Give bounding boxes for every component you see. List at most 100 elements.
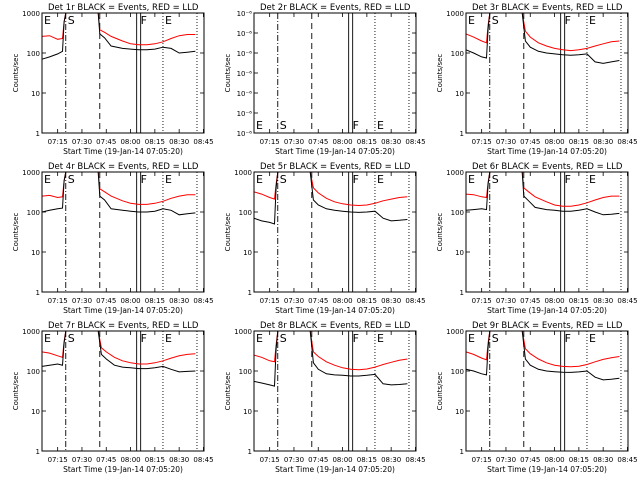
marker-label: E xyxy=(589,173,596,186)
x-tick-label: 07:30 xyxy=(284,138,304,146)
y-axis-label: Counts/sec xyxy=(436,372,444,411)
x-tick-label: 07:30 xyxy=(496,138,516,146)
y-tick-label: 1 xyxy=(36,130,40,138)
x-tick-label: 07:45 xyxy=(96,297,116,305)
y-tick-label: 10⁻⁶ xyxy=(237,30,253,38)
marker-label: E xyxy=(377,173,384,186)
plot-frame xyxy=(253,330,417,452)
series-line xyxy=(253,330,408,371)
x-tick-label: 08:15 xyxy=(145,297,165,305)
y-tick-label: 1 xyxy=(248,289,252,297)
x-tick-label: 07:15 xyxy=(48,138,68,146)
marker-label: E xyxy=(165,14,172,27)
marker-label: E xyxy=(377,119,384,132)
x-tick-label: 08:30 xyxy=(381,138,401,146)
x-tick-label: 08:45 xyxy=(617,456,637,464)
y-tick-label: 1000 xyxy=(446,169,464,177)
y-tick-label: 100 xyxy=(27,50,40,58)
series-line xyxy=(253,171,408,207)
x-tick-label: 07:15 xyxy=(472,456,492,464)
y-tick-label: 1 xyxy=(460,448,464,456)
plot-frame xyxy=(465,12,629,134)
plot-frame xyxy=(41,330,205,452)
series-line xyxy=(465,12,620,64)
x-tick-label: 07:45 xyxy=(308,297,328,305)
chart-panel: Det 3r BLACK = Events, RED = LLD Counts/s… xyxy=(436,3,638,156)
marker-label: F xyxy=(353,173,359,186)
x-tick-label: 08:30 xyxy=(593,138,613,146)
y-tick-label: 1 xyxy=(460,130,464,138)
y-tick-label: 1000 xyxy=(446,328,464,336)
marker-label: E xyxy=(256,332,263,345)
x-tick-label: 08:30 xyxy=(169,456,189,464)
y-tick-label: 100 xyxy=(27,209,40,217)
plot-frame xyxy=(465,171,629,293)
y-axis-label: Counts/sec xyxy=(436,54,444,93)
chart-title: Det 1r BLACK = Events, RED = LLD xyxy=(48,3,199,13)
series-line xyxy=(465,171,620,216)
marker-label: E xyxy=(468,173,475,186)
x-tick-label: 07:30 xyxy=(284,456,304,464)
marker-label: E xyxy=(44,14,51,27)
y-axis-label: Counts/sec xyxy=(436,213,444,252)
x-tick-label: 08:45 xyxy=(405,297,425,305)
marker-label: E xyxy=(377,332,384,345)
plot-frame xyxy=(41,171,205,293)
marker-label: S xyxy=(280,119,287,132)
y-tick-label: 100 xyxy=(239,209,252,217)
marker-label: S xyxy=(280,332,287,345)
chart-title: Det 4r BLACK = Events, RED = LLD xyxy=(48,162,199,172)
marker-label: F xyxy=(141,173,147,186)
y-tick-label: 1000 xyxy=(234,328,252,336)
marker-label: F xyxy=(565,332,571,345)
y-tick-label: 10 xyxy=(455,249,464,257)
x-tick-label: 08:15 xyxy=(145,456,165,464)
x-tick-label: 07:15 xyxy=(260,297,280,305)
chart-panel: Det 5r BLACK = Events, RED = LLD Counts/s… xyxy=(224,162,426,315)
y-tick-label: 10 xyxy=(31,408,40,416)
marker-label: E xyxy=(589,14,596,27)
y-tick-label: 10 xyxy=(455,408,464,416)
x-tick-label: 07:15 xyxy=(260,456,280,464)
y-tick-label: 10⁻⁶ xyxy=(237,90,253,98)
x-tick-label: 07:45 xyxy=(308,456,328,464)
x-tick-label: 07:30 xyxy=(284,297,304,305)
x-tick-label: 08:30 xyxy=(169,297,189,305)
marker-label: S xyxy=(492,14,499,27)
x-axis-label: Start Time (19-Jan-14 07:05:20) xyxy=(487,306,607,315)
marker-label: S xyxy=(280,173,287,186)
y-tick-label: 10 xyxy=(243,249,252,257)
x-tick-label: 08:00 xyxy=(544,138,564,146)
marker-label: S xyxy=(492,332,499,345)
marker-label: F xyxy=(141,14,147,27)
chart-panel: Det 8r BLACK = Events, RED = LLD Counts/s… xyxy=(224,321,426,474)
y-axis-label: Counts/sec xyxy=(224,213,232,252)
chart-title: Det 8r BLACK = Events, RED = LLD xyxy=(260,321,411,331)
x-tick-label: 08:30 xyxy=(381,297,401,305)
marker-label: F xyxy=(353,119,359,132)
marker-label: F xyxy=(353,332,359,345)
y-tick-label: 100 xyxy=(451,50,464,58)
x-tick-label: 08:15 xyxy=(357,138,377,146)
x-tick-label: 07:45 xyxy=(96,456,116,464)
x-tick-label: 08:15 xyxy=(569,297,589,305)
y-tick-label: 1 xyxy=(248,448,252,456)
x-tick-label: 08:30 xyxy=(593,297,613,305)
x-tick-label: 08:45 xyxy=(617,297,637,305)
x-axis-label: Start Time (19-Jan-14 07:05:20) xyxy=(63,147,183,156)
y-tick-label: 10 xyxy=(31,249,40,257)
y-tick-label: 10⁻⁶ xyxy=(237,50,253,58)
marker-label: S xyxy=(68,14,75,27)
y-tick-label: 10⁻⁶ xyxy=(237,110,253,118)
y-tick-label: 1000 xyxy=(22,169,40,177)
x-tick-label: 08:45 xyxy=(617,138,637,146)
x-tick-label: 08:00 xyxy=(120,138,140,146)
y-tick-label: 10 xyxy=(243,408,252,416)
series-line xyxy=(41,12,196,60)
y-tick-label: 10⁻⁶ xyxy=(237,70,253,78)
marker-label: F xyxy=(141,332,147,345)
marker-label: E xyxy=(44,332,51,345)
chart-panel: Det 1r BLACK = Events, RED = LLD Counts/s… xyxy=(12,3,214,156)
y-axis-label: Counts/sec xyxy=(224,54,232,93)
